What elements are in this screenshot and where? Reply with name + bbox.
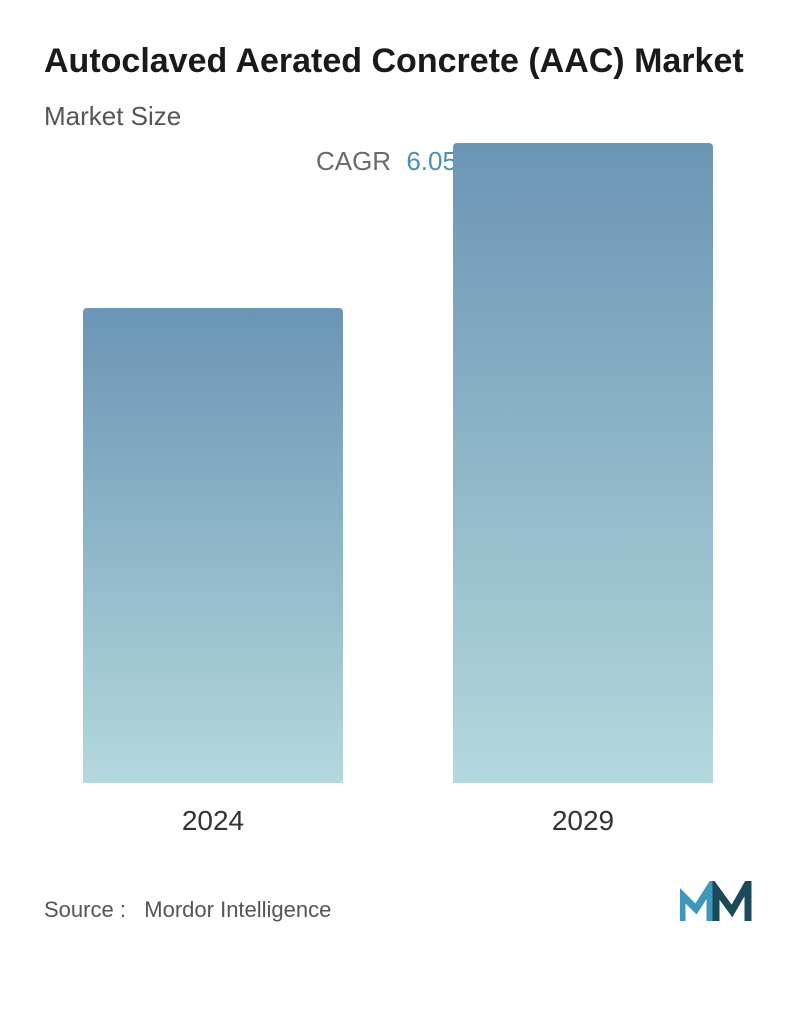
bar-2024 — [83, 308, 343, 783]
bar-group-2029: 2029 — [453, 143, 713, 837]
cagr-label: CAGR — [316, 146, 391, 176]
bar-chart: 2024 2029 — [44, 197, 752, 837]
bar-label-2024: 2024 — [182, 805, 244, 837]
bar-2029 — [453, 143, 713, 783]
footer: Source : Mordor Intelligence — [44, 871, 752, 923]
subtitle: Market Size — [44, 101, 752, 132]
source-name: Mordor Intelligence — [144, 897, 331, 922]
mordor-logo-icon — [680, 881, 752, 923]
source-text: Source : Mordor Intelligence — [44, 897, 331, 923]
bar-group-2024: 2024 — [83, 308, 343, 837]
source-prefix: Source : — [44, 897, 126, 922]
bar-label-2029: 2029 — [552, 805, 614, 837]
page-title: Autoclaved Aerated Concrete (AAC) Market — [44, 40, 752, 83]
chart-container: Autoclaved Aerated Concrete (AAC) Market… — [0, 0, 796, 1034]
